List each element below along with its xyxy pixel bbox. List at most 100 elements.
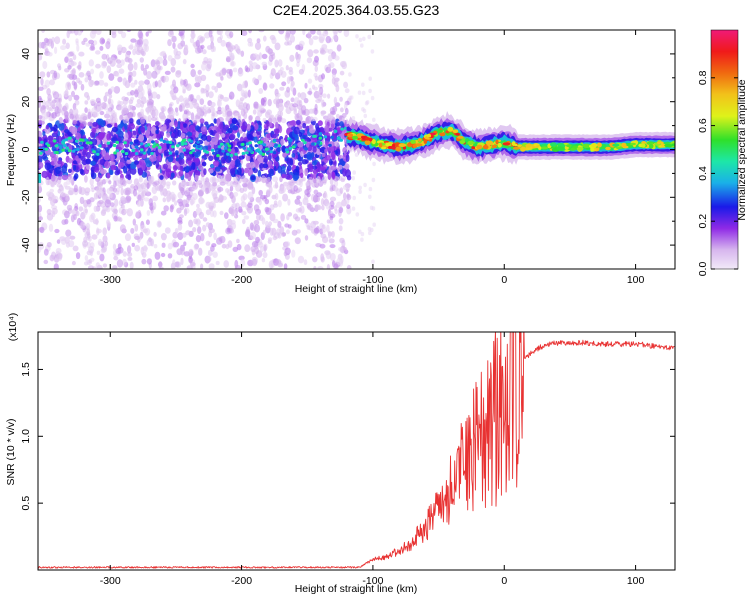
heatmap-ridge-cell (347, 133, 354, 138)
heatmap-noise-cell (303, 259, 308, 266)
heatmap-noise-cell (362, 36, 366, 41)
heatmap-noise-cell (66, 53, 71, 58)
heatmap-noise-hot-cell (212, 151, 216, 155)
heatmap-noise-cell (144, 79, 150, 85)
heatmap-noise-hot-cell (221, 149, 225, 153)
heatmap-noise-cell (56, 239, 61, 244)
heatmap-noise-cell (256, 38, 261, 44)
heatmap-noise-cell (254, 246, 259, 255)
heatmap-ridge-cell (566, 144, 572, 148)
heatmap-noise-cell (219, 121, 224, 130)
heatmap-noise-cell (105, 118, 111, 123)
heatmap-noise-cell (240, 258, 246, 267)
heatmap-noise-cell (113, 180, 117, 188)
heatmap-ridge-cell (582, 143, 591, 148)
heatmap-noise-cell (324, 125, 330, 134)
heatmap-noise-cell (104, 113, 111, 119)
heatmap-noise-cell (211, 243, 217, 248)
heatmap-x-axis-title: Height of straight line (km) (295, 283, 418, 295)
heatmap-noise-cell (122, 107, 128, 115)
colorbar-gradient (710, 29, 739, 270)
heatmap-noise-cell (214, 85, 218, 93)
heatmap-noise-cell (127, 245, 132, 254)
heatmap-noise-hot-cell (157, 146, 162, 150)
heatmap-noise-cell (89, 46, 96, 51)
heatmap-noise-cell (277, 165, 283, 174)
heatmap-noise-hot-cell (264, 147, 269, 151)
heatmap-noise-cell (263, 35, 267, 42)
heatmap-ridge-cell (361, 135, 366, 139)
heatmap-noise-cell (243, 215, 250, 220)
heatmap-noise-cell (321, 99, 325, 108)
heatmap-noise-cell (88, 59, 95, 67)
heatmap-noise-cell (140, 126, 146, 133)
heatmap-noise-cell (90, 118, 94, 123)
heatmap-noise-hot-cell (255, 149, 259, 153)
heatmap-noise-cell (331, 73, 336, 79)
heatmap-noise-cell (160, 180, 166, 188)
heatmap-noise-cell (261, 53, 268, 60)
heatmap-noise-cell (278, 30, 285, 35)
heatmap-noise-cell (339, 96, 343, 102)
heatmap-noise-cell (73, 94, 80, 101)
heatmap-noise-cell (294, 216, 301, 222)
heatmap-noise-cell (121, 31, 127, 39)
heatmap-ridge-layer (38, 111, 675, 183)
heatmap-noise-cell (286, 168, 290, 175)
heatmap-noise-cell (123, 166, 128, 174)
heatmap-noise-cell (296, 112, 300, 119)
heatmap-noise-cell (252, 132, 257, 137)
heatmap-noise-cell (139, 116, 146, 125)
heatmap-ridge-cell (378, 142, 383, 148)
heatmap-noise-cell (271, 37, 277, 45)
heatmap-noise-cell (72, 120, 78, 125)
heatmap-noise-cell (68, 175, 74, 183)
heatmap-noise-cell (146, 258, 152, 265)
heatmap-noise-cell (99, 37, 105, 45)
heatmap-noise-cell (67, 82, 72, 91)
heatmap-noise-cell (332, 105, 338, 113)
heatmap-noise-hot-cell (139, 142, 144, 146)
heatmap-noise-cell (101, 178, 107, 185)
heatmap-noise-cell (269, 227, 274, 236)
heatmap-noise-cell (339, 237, 345, 244)
heatmap-noise-cell (122, 251, 128, 257)
heatmap-noise-cell (88, 265, 94, 269)
heatmap-noise-cell (202, 217, 208, 222)
heatmap-noise-cell (140, 63, 145, 71)
heatmap-noise-cell (156, 133, 161, 141)
heatmap-noise-cell (151, 117, 157, 121)
heatmap-noise-cell (163, 205, 169, 212)
heatmap-noise-cell (134, 244, 141, 252)
heatmap-noise-cell (361, 82, 365, 87)
heatmap-noise-cell (183, 251, 190, 257)
heatmap-noise-hot-cell (234, 152, 238, 156)
heatmap-noise-cell (238, 175, 242, 184)
x-tick-label: -100 (362, 274, 383, 286)
heatmap-noise-hot-cell (304, 147, 308, 151)
heatmap-noise-cell (176, 207, 182, 214)
heatmap-noise-cell (370, 227, 374, 233)
heatmap-noise-cell (118, 177, 123, 184)
heatmap-noise-cell (51, 112, 57, 119)
heatmap-noise-cell (162, 58, 168, 66)
heatmap-noise-cell (286, 76, 291, 84)
heatmap-noise-cell (229, 31, 234, 38)
heatmap-noise-cell (286, 102, 290, 107)
heatmap-noise-cell (234, 264, 241, 269)
heatmap-ridge-cell (437, 129, 443, 133)
heatmap-ridge-cell (497, 142, 502, 148)
heatmap-noise-cell (300, 151, 304, 158)
heatmap-noise-cell (169, 121, 175, 127)
heatmap-noise-cell (327, 54, 333, 62)
x-tick-label: -200 (231, 274, 252, 286)
heatmap-noise-cell (45, 124, 50, 130)
heatmap-noise-cell (293, 105, 297, 112)
heatmap-noise-cell (307, 49, 314, 58)
heatmap-noise-cell (229, 133, 236, 140)
heatmap-noise-cell (145, 31, 149, 37)
heatmap-noise-cell (327, 146, 334, 152)
heatmap-noise-cell (152, 182, 158, 187)
heatmap-noise-cell (109, 202, 115, 208)
heatmap-noise-cell (96, 228, 102, 234)
